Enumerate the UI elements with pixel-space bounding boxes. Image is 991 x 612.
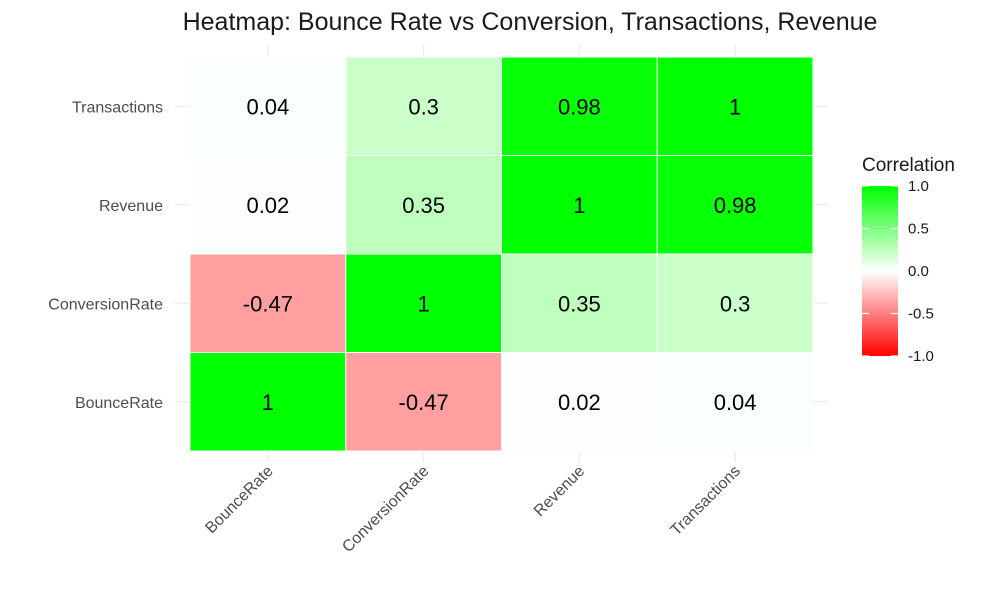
- heatmap-cell: [189, 56, 347, 156]
- heatmap-cell: [501, 56, 658, 156]
- heatmap-cell: [501, 155, 658, 255]
- x-tick-label: BounceRate: [202, 463, 276, 537]
- cell-value-label: 0.02: [246, 193, 289, 218]
- cell-value-label: 1: [729, 94, 741, 119]
- legend-tick-label: -0.5: [908, 306, 934, 323]
- legend-tick-label: -1.0: [908, 348, 934, 365]
- cell-value-label: 0.98: [558, 94, 601, 119]
- legend-tick-label: 0.5: [908, 221, 929, 238]
- x-axis-tick-labels: BounceRate ConversionRate Revenue Transacti…: [202, 463, 744, 556]
- cell-value-label: 1: [418, 291, 430, 316]
- y-tick-label: BounceRate: [75, 395, 163, 412]
- cell-value-label: 0.98: [714, 193, 757, 218]
- legend-ticks: 1.0 0.5 0.0 -0.5 -1.0: [862, 178, 934, 365]
- heatmap-cells: [189, 56, 814, 452]
- legend-tick-label: 0.0: [908, 263, 929, 280]
- heatmap-cell: [656, 352, 814, 452]
- cell-value-label: -0.47: [243, 291, 293, 316]
- y-tick-label: Revenue: [99, 198, 163, 215]
- heatmap-cell: [345, 352, 502, 452]
- cell-value-label: 0.04: [714, 390, 757, 415]
- chart-title-text: Heatmap: Bounce Rate vs Conversion, Tran…: [183, 8, 878, 36]
- cell-value-label: -0.47: [399, 390, 449, 415]
- heatmap-cell: [189, 352, 347, 452]
- legend-tick-label: 1.0: [908, 178, 929, 195]
- heatmap-cell: [345, 56, 502, 156]
- cell-value-label: 1: [573, 193, 585, 218]
- y-axis-tick-labels: BounceRate ConversionRate Revenue Transacti…: [48, 99, 163, 412]
- y-tick-label: Transactions: [72, 99, 163, 116]
- cell-value-label: 0.04: [246, 94, 289, 119]
- x-tick-label: Transactions: [668, 463, 744, 539]
- heatmap-cell: [189, 155, 347, 255]
- x-tick-label: Revenue: [531, 463, 588, 520]
- heatmap-cell: [656, 253, 814, 353]
- cell-value-label: 0.3: [720, 291, 751, 316]
- x-tick-label: ConversionRate: [339, 463, 432, 556]
- legend: Correlation 1.0 0.5 0.0 -0.5 -1.0: [862, 155, 955, 365]
- legend-title: Correlation: [862, 155, 955, 176]
- cell-value-label: 1: [262, 390, 274, 415]
- cell-value-label: 0.35: [558, 291, 601, 316]
- cell-value-label: 0.35: [402, 193, 445, 218]
- cell-value-label: 0.3: [408, 94, 439, 119]
- chart-title: Heatmap: Bounce Rate vs Conversion, Tran…: [183, 8, 878, 36]
- cell-value-labels: 1 -0.47 0.02 0.04 -0.47 1 0.35 0.3 0.02 0.35 1 0.98…: [243, 94, 757, 415]
- heatmap-cell: [345, 253, 502, 353]
- heatmap-cell: [501, 352, 658, 452]
- heatmap-cell: [656, 155, 814, 255]
- heatmap-cell: [656, 56, 814, 156]
- cell-value-label: 0.02: [558, 390, 601, 415]
- y-tick-label: ConversionRate: [48, 296, 163, 313]
